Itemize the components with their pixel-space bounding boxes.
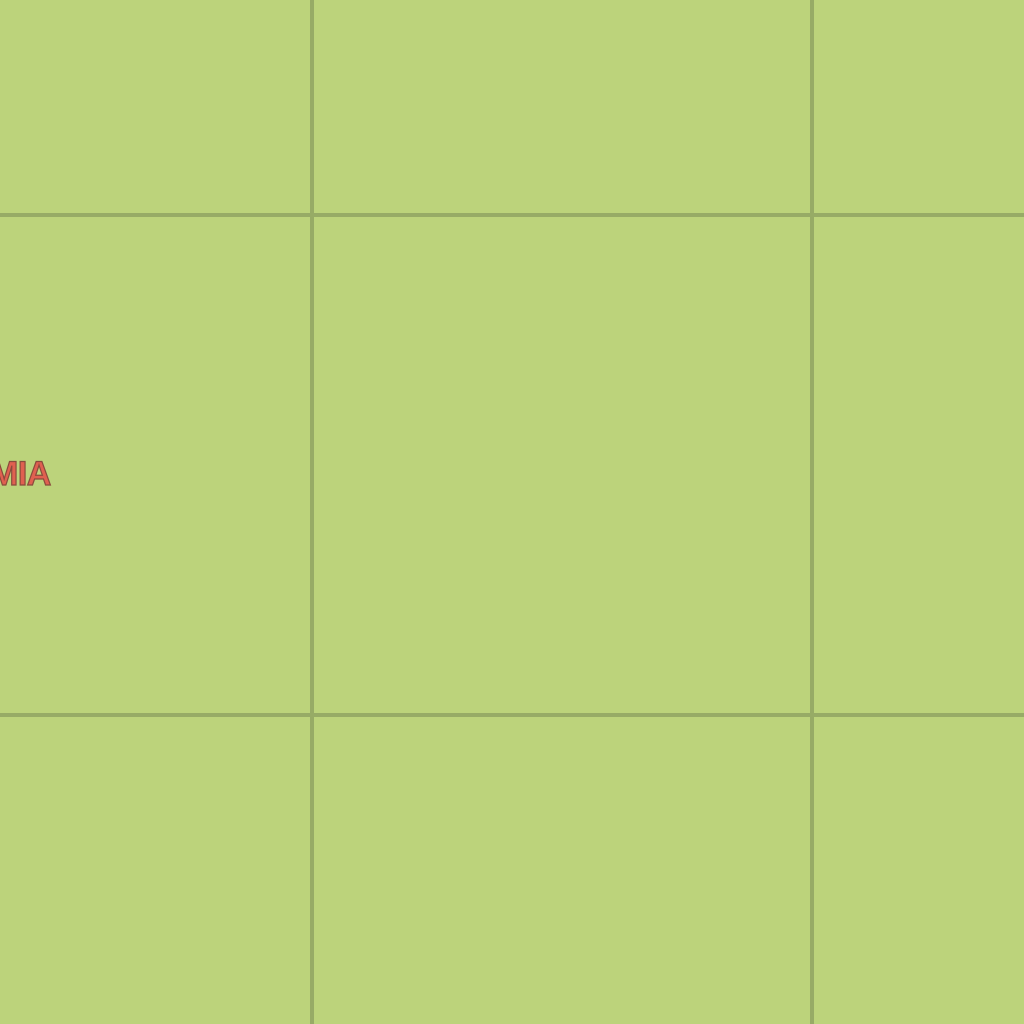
grid-line-vertical [310, 0, 314, 1024]
grid-line-horizontal [0, 213, 1024, 217]
place-label[interactable]: MIA [0, 454, 52, 493]
grid-line-vertical [810, 0, 814, 1024]
grid-line-horizontal [0, 713, 1024, 717]
